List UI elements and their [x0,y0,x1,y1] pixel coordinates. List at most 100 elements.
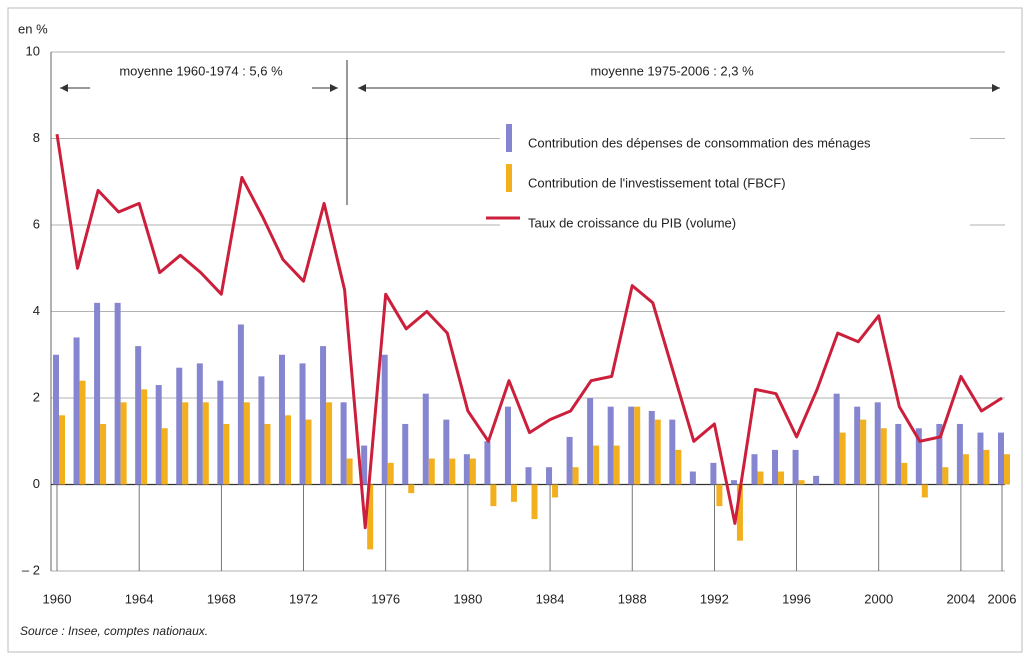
annotation-bg [90,77,312,97]
x-tick-label: 1976 [371,591,400,606]
x-tick-label: 1968 [207,591,236,606]
y-tick-label: 0 [33,476,40,491]
annotation: moyenne 1975-2006 : 2,3 % [590,63,754,78]
bar [525,467,532,485]
bar [367,484,374,550]
bar [422,393,429,485]
bar [202,402,209,485]
bar [182,402,189,485]
bar [736,484,743,541]
bar [120,402,127,485]
bar [161,428,168,485]
bar [258,376,265,485]
bar [100,423,107,485]
bar [361,445,368,485]
x-tick-label: 1964 [125,591,154,606]
bar [176,367,183,485]
bar [449,458,456,485]
bar [135,346,142,485]
bar [53,354,59,485]
bar [381,354,388,485]
arrow-head [358,84,366,92]
bar [217,380,224,485]
bar [634,406,641,485]
bar [607,406,614,485]
bar [860,419,867,485]
bar [546,467,553,485]
x-tick-label: 1992 [700,591,729,606]
bar [387,462,394,485]
bar [880,428,887,485]
line [55,133,1003,530]
bar [628,406,635,485]
x-tick-label: 2004 [946,591,975,606]
arrow-head [60,84,68,92]
bar [566,436,573,485]
legend-label: Contribution de l'investissement total (… [528,175,786,190]
bar [593,445,600,485]
bar [284,415,291,485]
y-tick-label: 10 [26,43,40,58]
x-tick-label: 1984 [536,591,565,606]
bar [751,454,758,485]
bar [854,406,861,485]
y-tick-label: 2 [33,389,40,404]
bar [772,449,779,485]
bar [278,354,285,485]
bar [1004,454,1010,485]
x-tick-label: 1972 [289,591,318,606]
bar [798,480,805,485]
x-tick-label: 2006 [988,591,1017,606]
source: Source : Insee, comptes nationaux. [20,624,208,638]
legend-swatch [506,124,512,152]
bar [237,324,244,485]
bar [94,302,101,485]
arrow-head [992,84,1000,92]
bar [648,410,655,485]
x-tick-label: 1988 [618,591,647,606]
bar [141,389,148,485]
bar [689,471,696,485]
bar [243,402,250,485]
arrow-head [330,84,338,92]
bar [839,432,846,485]
bar [998,432,1004,485]
y-tick-label: 8 [33,130,40,145]
bar [757,471,764,485]
bar [504,406,511,485]
bar [73,337,80,485]
bar [114,302,121,485]
bar [299,363,306,485]
bar [901,462,908,485]
bar [346,458,353,485]
bar [443,419,450,485]
bar [59,415,65,485]
bar [813,475,820,485]
bar [778,471,785,485]
bar [469,458,476,485]
x-tick-label: 1996 [782,591,811,606]
bar [977,432,984,485]
frame [7,7,1023,653]
y-tick-label: 6 [33,216,40,231]
bar [936,423,943,485]
bar [587,398,594,485]
bar [572,467,579,485]
bar [895,423,902,485]
bar [510,484,517,502]
bar [716,484,723,507]
bar [654,419,661,485]
y-tick-label: – 2 [22,562,40,577]
legend-label: Contribution des dépenses de consommatio… [528,135,871,150]
bar [552,484,559,498]
bar [463,454,470,485]
bar [531,484,538,520]
bar [79,380,86,485]
y-tick-label: 4 [33,303,40,318]
bar [155,385,162,485]
bar [490,484,497,507]
x-tick-label: 2000 [864,591,893,606]
annotation: moyenne 1960-1974 : 5,6 % [119,63,283,78]
bar [833,393,840,485]
